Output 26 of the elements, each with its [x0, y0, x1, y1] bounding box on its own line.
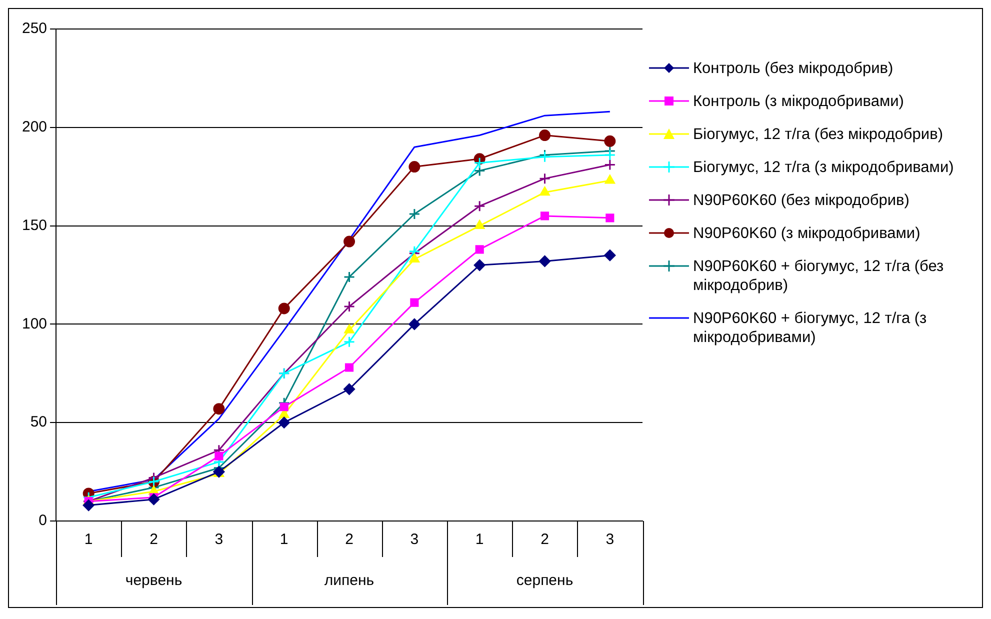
legend-label: Контроль (з мікродобривами): [693, 92, 904, 111]
legend-label: N90P60K60 + біогумус, 12 т/га (з мікродобривами): [693, 309, 928, 347]
legend-label: N90P60K60 (без мікродобрив): [693, 191, 910, 210]
y-tick-label: 150: [22, 216, 48, 234]
x-tick-label: 3: [410, 531, 419, 548]
text: липень: [324, 572, 374, 590]
x-tick-label: 2: [150, 531, 158, 548]
y-tick-label: 250: [22, 20, 48, 38]
legend-label: N90P60K60 + біогумус, 12 т/га (без мікродобрив): [693, 257, 945, 295]
x-tick-label: 1: [475, 531, 484, 548]
y-tick-label: 50: [30, 414, 48, 431]
legend-label: Контроль (без мікродобрив): [693, 59, 894, 78]
x-tick-label: 3: [214, 531, 224, 548]
legend-label: Біогумус, 12 т/га (з мікродобривами): [693, 158, 954, 177]
y-tick-label: 100: [22, 315, 48, 332]
x-tick-label: 2: [540, 531, 549, 548]
y-tick-label: 200: [22, 118, 48, 136]
y-tick-label: 0: [38, 512, 48, 530]
legend-label: N90P60K60 (з мікродобривами): [693, 224, 920, 243]
legend-label: Біогумус, 12 т/га (без мікродобрив): [693, 125, 943, 144]
x-tick-label: 1: [280, 531, 288, 548]
text: серпень: [516, 572, 574, 590]
x-tick-label: 1: [84, 531, 93, 548]
x-tick-label: 2: [345, 531, 354, 548]
text: червень: [125, 572, 182, 590]
x-tick-label: 3: [606, 531, 614, 548]
